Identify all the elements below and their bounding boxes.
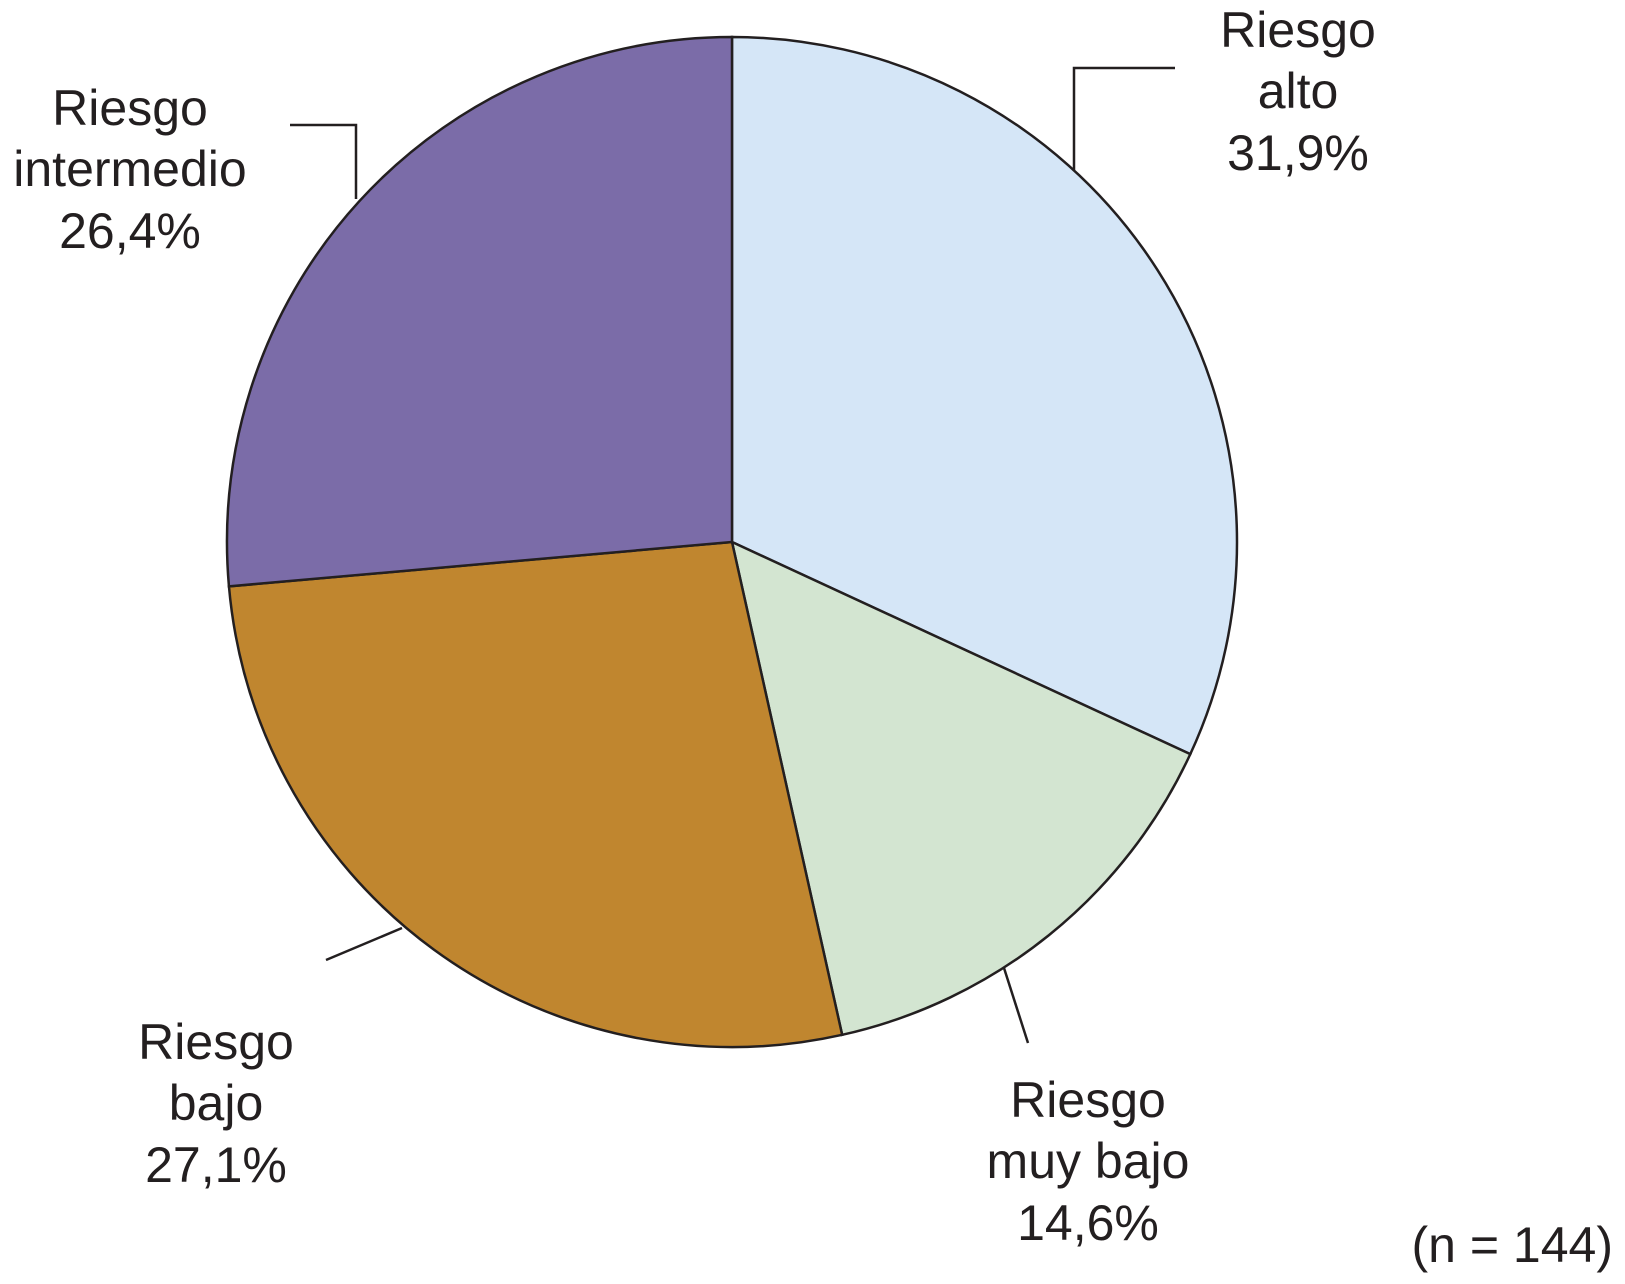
- slice-label-alto-line2: alto: [1258, 63, 1339, 119]
- leader-line-alto: [1072, 66, 1175, 170]
- pie-slice-alto: [730, 35, 1239, 756]
- leader-line-bajo: [325, 926, 403, 962]
- pie-slice-intermedio: [225, 35, 734, 588]
- leader-line-muy-bajo: [1002, 967, 1030, 1044]
- slice-label-intermedio-line1: Riesgo: [52, 80, 208, 136]
- slice-label-muy-bajo-line1: Riesgo: [1010, 1072, 1166, 1128]
- slice-label-intermedio: Riesgo intermedio 26,4%: [13, 80, 246, 259]
- pie-slice-bajo: [227, 540, 844, 1049]
- slice-label-muy-bajo: Riesgo muy bajo 14,6%: [987, 1072, 1190, 1251]
- slice-label-bajo-line1: Riesgo: [138, 1014, 294, 1070]
- sample-size-note: (n = 144): [1411, 1217, 1613, 1273]
- slice-value-alto: 31,9%: [1227, 125, 1369, 181]
- slice-value-muy-bajo: 14,6%: [1017, 1195, 1159, 1251]
- leader-lines: [290, 66, 1175, 1044]
- slice-label-intermedio-line2: intermedio: [13, 141, 246, 197]
- slice-value-bajo: 27,1%: [145, 1137, 287, 1193]
- slice-label-alto-line1: Riesgo: [1220, 2, 1376, 58]
- slice-label-muy-bajo-line2: muy bajo: [987, 1133, 1190, 1189]
- slice-label-alto: Riesgo alto 31,9%: [1220, 2, 1376, 181]
- slice-label-bajo: Riesgo bajo 27,1%: [138, 1014, 294, 1193]
- slice-label-bajo-line2: bajo: [169, 1075, 264, 1131]
- pie-slices: [225, 35, 1239, 1049]
- leader-line-intermedio: [290, 123, 358, 199]
- slice-value-intermedio: 26,4%: [59, 203, 201, 259]
- pie-slice-muy-bajo: [730, 539, 1192, 1037]
